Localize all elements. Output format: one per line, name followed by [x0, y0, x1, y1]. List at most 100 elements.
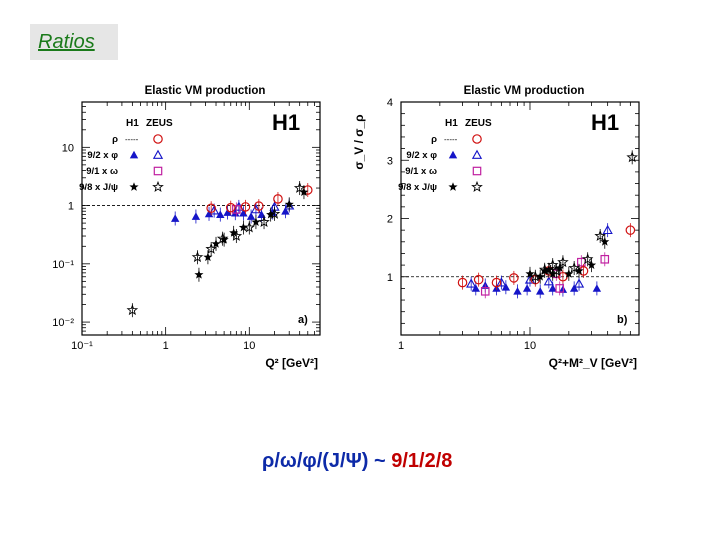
- data-point: [509, 273, 519, 283]
- y-tick-label: 1: [68, 201, 74, 213]
- data-point: [592, 284, 602, 292]
- data-point: [522, 284, 532, 292]
- data-point: [524, 274, 536, 284]
- data-point: [555, 284, 565, 293]
- data-point: [191, 251, 204, 263]
- data-point: [250, 204, 262, 214]
- data-point: [594, 229, 606, 241]
- slide-caption: ρ/ω/φ/(J/Ψ) ~ 9/1/2/8: [262, 450, 452, 473]
- data-point: [268, 207, 281, 219]
- data-point: [170, 214, 180, 222]
- chart-b: Elastic VM production H1 b) 1 10 1 2 3 4 Q²+M²_V …: [352, 85, 640, 370]
- data-point: [240, 202, 251, 212]
- data-point: [204, 209, 214, 218]
- legend-zeus-marker: [471, 149, 483, 159]
- data-point: [480, 287, 490, 296]
- data-point: [126, 304, 139, 316]
- data-point: [600, 254, 610, 264]
- data-point: [466, 278, 477, 288]
- chart-title: Elastic VM production: [464, 85, 585, 97]
- data-point: [232, 205, 241, 214]
- caption-ratio-label: ρ/ω/φ/(J/Ψ): [262, 450, 369, 472]
- data-point: [548, 269, 558, 278]
- legend-zeus-marker: [472, 166, 482, 176]
- data-point: [564, 269, 574, 278]
- data-point: [211, 239, 221, 248]
- y-tick-label: 10: [62, 142, 74, 154]
- data-point: [281, 207, 290, 215]
- legend-h1-dash: -----: [125, 135, 139, 144]
- data-point: [536, 287, 545, 295]
- legend-zeus-marker: [153, 134, 163, 144]
- data-point: [550, 264, 563, 276]
- data-point: [573, 278, 585, 288]
- data-point: [191, 212, 201, 220]
- legend-label: 9/1 x ω: [405, 166, 437, 177]
- legend-h1-marker: [129, 182, 139, 191]
- x-tick-label: 1: [398, 340, 404, 352]
- legend-header-h1: H1: [445, 118, 458, 129]
- data-point: [602, 224, 613, 235]
- x-axis-label: Q²+M²_V [GeV²]: [549, 356, 637, 370]
- y-tick-label: 10⁻²: [52, 317, 74, 329]
- data-point: [600, 237, 610, 246]
- data-point: [525, 269, 535, 278]
- y-tick-label: 2: [387, 214, 393, 226]
- x-tick-label: 10: [524, 340, 536, 352]
- data-point: [501, 283, 511, 291]
- data-point: [205, 242, 217, 254]
- data-point: [625, 225, 636, 235]
- data-point: [626, 151, 639, 163]
- data-point: [569, 284, 579, 292]
- data-point: [266, 209, 276, 219]
- h1-logo: H1: [272, 110, 300, 135]
- legend-label: ρ: [431, 134, 437, 145]
- data-point: [557, 256, 569, 268]
- title-box: [30, 24, 118, 60]
- legend-zeus-marker: [152, 149, 164, 159]
- data-point: [543, 276, 554, 286]
- data-point: [457, 277, 468, 288]
- h1-logo: H1: [591, 110, 619, 135]
- legend-label: 9/2 x φ: [406, 150, 437, 161]
- legend-label: 9/2 x φ: [87, 150, 118, 161]
- data-point: [243, 221, 256, 233]
- legend-label: ρ: [112, 134, 118, 145]
- chart-title: Elastic VM production: [145, 85, 266, 97]
- legend-h1-marker: [129, 150, 139, 159]
- data-point: [293, 181, 306, 193]
- data-point: [581, 253, 594, 265]
- data-point: [535, 271, 545, 281]
- legend-h1-marker: [448, 150, 458, 159]
- legend-label: 9/8 x J/ψ: [398, 182, 437, 193]
- x-tick-label: 10: [243, 340, 255, 352]
- y-tick-label: 3: [387, 155, 393, 167]
- legend-zeus-marker: [471, 180, 483, 192]
- data-point: [246, 212, 256, 220]
- data-point: [203, 252, 213, 262]
- chart-a: Elastic VM production H1 a) 10⁻¹ 1 10 10⁻² 10⁻¹…: [52, 85, 321, 370]
- data-point: [299, 187, 309, 196]
- data-point: [496, 277, 507, 287]
- panel-label: b): [617, 314, 628, 326]
- y-tick-label: 4: [387, 97, 393, 109]
- data-point: [194, 269, 204, 279]
- data-point: [529, 270, 542, 282]
- data-point: [225, 202, 236, 213]
- data-point: [513, 287, 522, 295]
- x-axis-label: Q² [GeV²]: [265, 356, 318, 370]
- data-point: [216, 210, 225, 218]
- legend-label: 9/1 x ω: [86, 166, 118, 177]
- x-tick-label: 1: [163, 340, 169, 352]
- legend-header-h1: H1: [126, 118, 139, 129]
- data-point: [273, 194, 283, 204]
- data-point: [491, 277, 502, 288]
- legend-zeus-marker: [152, 180, 164, 192]
- legend-zeus-marker: [472, 134, 482, 144]
- legend-label: 9/8 x J/ψ: [79, 182, 118, 193]
- y-axis-label: σ_V / σ_ρ: [352, 114, 366, 169]
- data-point: [473, 274, 484, 285]
- legend-header-zeus: ZEUS: [146, 118, 173, 129]
- data-point: [216, 232, 229, 244]
- legend-header-zeus: ZEUS: [465, 118, 492, 129]
